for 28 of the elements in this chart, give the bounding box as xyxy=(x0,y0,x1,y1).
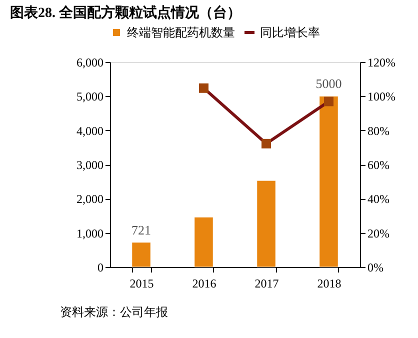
legend-label: 终端智能配药机数量 xyxy=(127,26,235,40)
y2-tick-label: 0% xyxy=(368,260,384,274)
legend-label: 同比增长率 xyxy=(260,26,320,40)
data-label: 5000 xyxy=(316,76,342,92)
y-tick-label: 0 xyxy=(98,260,104,274)
y-tick-label: 4,000 xyxy=(76,124,104,138)
bar xyxy=(256,180,276,268)
y2-tick-label: 40% xyxy=(368,192,390,206)
chart-title: 图表28. 全国配方颗粒试点情况（台） xyxy=(10,4,241,21)
x-tick-label: 2018 xyxy=(317,276,342,290)
y2-tick-label: 80% xyxy=(368,124,390,138)
y-tick-label: 5,000 xyxy=(76,90,104,104)
bar xyxy=(319,96,338,268)
y-tick-label: 3,000 xyxy=(76,158,104,172)
y2-tick-label: 100% xyxy=(368,90,396,104)
x-tick-label: 2016 xyxy=(192,276,216,290)
y2-tick-label: 20% xyxy=(368,226,390,240)
y-tick-label: 1,000 xyxy=(76,226,104,240)
y-tick-label: 6,000 xyxy=(76,56,104,70)
y-tick-label: 2,000 xyxy=(76,192,104,206)
text: 资料来源：公司年报 xyxy=(60,305,168,319)
y2-tick-label: 120% xyxy=(368,56,396,70)
x-tick-label: 2017 xyxy=(254,276,279,290)
x-tick-label: 2015 xyxy=(130,276,154,290)
bar xyxy=(132,242,151,268)
bar xyxy=(194,216,214,268)
y2-tick-label: 60% xyxy=(368,158,390,172)
data-label: 721 xyxy=(132,222,151,238)
